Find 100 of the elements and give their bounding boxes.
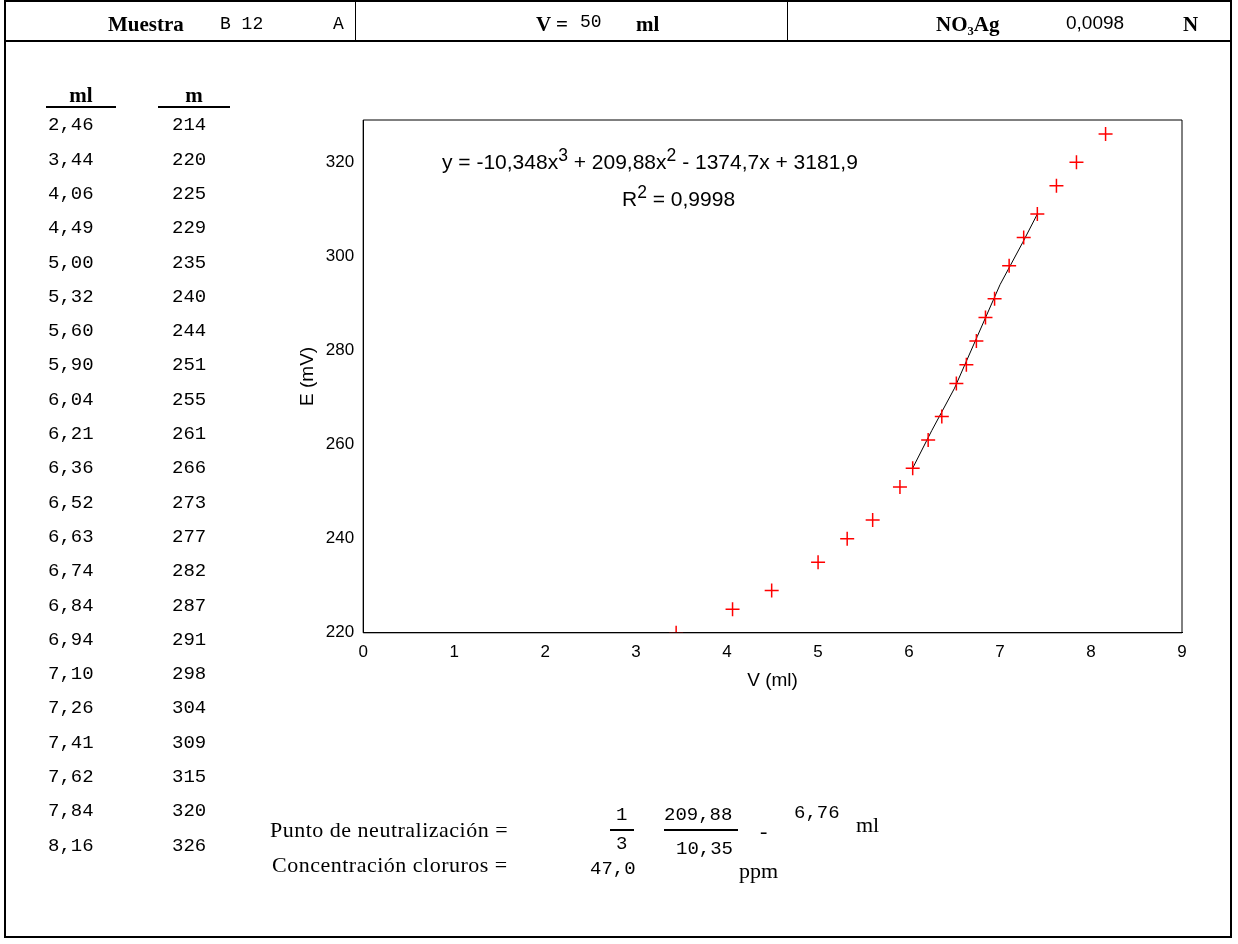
point	[763, 582, 780, 599]
text: 214	[172, 114, 207, 137]
text: 3,44	[48, 148, 94, 171]
annotation: R$^{2}$ = 0,9998	[622, 182, 736, 211]
text: 6,63	[48, 525, 94, 548]
text: Muestra	[108, 12, 184, 37]
text: ppm	[739, 858, 779, 884]
text: 7,10	[48, 663, 94, 686]
y-tick-label: 280	[325, 340, 355, 360]
point	[904, 460, 921, 476]
annotation: y = -10,348x$^{3}$ + 209,88x$^{2}$ - 1374,7x + 3181,9	[442, 145, 858, 174]
text: 209,88	[664, 804, 733, 826]
text: 7,62	[48, 766, 94, 788]
text: 6,52	[48, 491, 94, 514]
text: 7,84	[48, 800, 94, 823]
x-tick-label: 5	[813, 641, 823, 661]
text: 220	[172, 148, 207, 171]
text: ml	[856, 812, 880, 838]
x-tick-label: 4	[722, 641, 732, 661]
y-tick-label: 220	[325, 622, 355, 642]
text: 50	[580, 12, 602, 32]
text: 6,36	[48, 457, 94, 480]
y-tick-label: 260	[325, 434, 355, 454]
point	[958, 356, 975, 373]
x-tick-label: 6	[904, 641, 914, 661]
text: 0,0098	[1066, 12, 1125, 34]
point	[839, 530, 855, 547]
text: 277	[172, 525, 207, 548]
text: 5,00	[48, 251, 94, 274]
point	[986, 291, 1003, 307]
text: NO₃Ag	[936, 12, 1000, 37]
x-tick-label: 1	[449, 641, 459, 661]
text: 5,90	[48, 354, 94, 377]
x-tick-label: 0	[358, 641, 368, 661]
point	[864, 512, 881, 528]
text: 266	[172, 457, 207, 480]
text: 273	[172, 491, 207, 514]
point	[1015, 229, 1032, 246]
y-tick-label: 240	[325, 528, 355, 548]
text: 6,21	[48, 423, 94, 445]
text: 244	[172, 320, 207, 343]
point	[968, 333, 985, 349]
text: 47,0	[590, 858, 636, 880]
text: 2,46	[48, 114, 94, 137]
text: Concentración cloruros =	[272, 852, 508, 878]
text: 6,84	[48, 594, 94, 617]
text: 7,26	[48, 697, 94, 720]
x-tick-label: 8	[1086, 641, 1096, 661]
text: A	[333, 14, 344, 34]
text: Punto de neutralización =	[270, 817, 509, 843]
text: 4,06	[48, 182, 94, 205]
point	[920, 432, 936, 448]
point	[724, 601, 741, 618]
text: -	[760, 818, 768, 844]
text: V =	[536, 12, 569, 37]
text: 255	[172, 388, 207, 411]
text: 235	[172, 251, 207, 274]
text: 261	[172, 423, 207, 445]
x-tick-label: 9	[1177, 641, 1187, 661]
text: 229	[172, 217, 207, 240]
text: 6,94	[48, 628, 94, 651]
x-axis-title: V (ml)	[747, 668, 798, 690]
point	[1029, 206, 1046, 222]
text: 291	[172, 628, 207, 651]
text: 298	[172, 663, 207, 686]
x-tick-label: 2	[540, 641, 550, 661]
x-tick-label: 3	[631, 641, 641, 661]
text: 251	[172, 354, 207, 377]
text: 5,60	[48, 320, 94, 343]
text: B 12	[220, 14, 264, 34]
text: ml	[46, 83, 116, 108]
point	[810, 554, 826, 570]
x-tick-label: 7	[995, 641, 1005, 661]
text: 1	[616, 804, 628, 826]
text: 3	[616, 833, 628, 855]
text: 6,04	[48, 388, 94, 411]
text: 10,35	[676, 838, 734, 860]
text: 320	[172, 800, 207, 823]
text: 240	[172, 285, 207, 308]
point	[948, 375, 965, 392]
point	[1001, 258, 1017, 274]
point	[892, 479, 908, 495]
text: 6,74	[48, 560, 94, 583]
text: m	[158, 83, 230, 108]
y-axis-title: E (mV)	[295, 346, 317, 406]
text: 6,76	[794, 802, 840, 824]
text: 304	[172, 697, 207, 720]
point	[1048, 178, 1065, 194]
text: 309	[172, 731, 207, 754]
text: 225	[172, 182, 207, 205]
point	[934, 408, 950, 425]
point	[977, 309, 994, 326]
text: N	[1183, 12, 1199, 37]
point	[1068, 154, 1085, 171]
point	[1097, 126, 1114, 142]
text: 8,16	[48, 834, 94, 857]
text: 315	[172, 766, 207, 788]
text: 282	[172, 560, 207, 583]
text: 287	[172, 594, 207, 617]
text: 326	[172, 834, 207, 857]
